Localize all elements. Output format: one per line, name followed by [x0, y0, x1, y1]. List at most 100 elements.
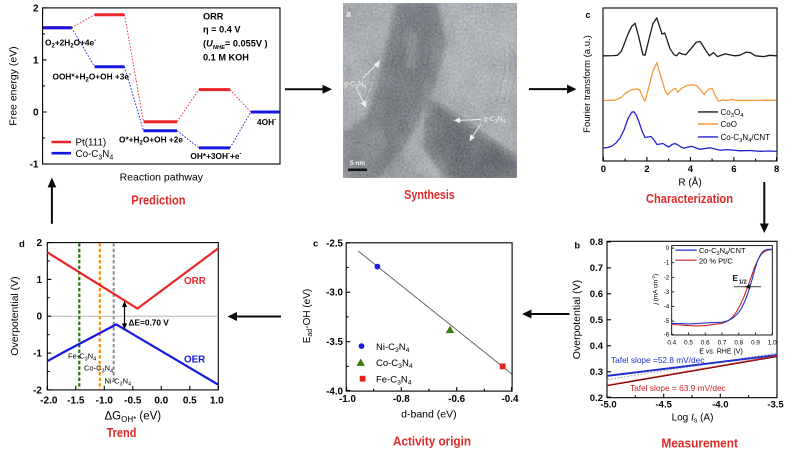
- svg-text:-0.4: -0.4: [502, 394, 519, 405]
- svg-text:Pt(111): Pt(111): [76, 138, 107, 149]
- svg-text:Tafel slope = 63.9 mV/dec: Tafel slope = 63.9 mV/dec: [630, 383, 726, 393]
- svg-text:-2: -2: [33, 385, 42, 396]
- svg-text:-1.0: -1.0: [339, 394, 356, 405]
- svg-text:Fourier transform (a.u.): Fourier transform (a.u.): [582, 35, 593, 133]
- svg-text:ΔE=0.70 V: ΔE=0.70 V: [129, 318, 170, 328]
- svg-text:Ni-C3N4: Ni-C3N4: [376, 342, 410, 354]
- svg-text:-6: -6: [664, 332, 670, 339]
- svg-text:0.0: 0.0: [154, 395, 168, 406]
- svg-text:0.4: 0.4: [590, 341, 604, 352]
- svg-text:O2+2H2O+4e-: O2+2H2O+4e-: [45, 37, 96, 49]
- svg-text:Free energy (eV): Free energy (eV): [8, 46, 20, 125]
- svg-text:Measurement: Measurement: [661, 436, 738, 450]
- svg-text:Tafel slope =52.8 mV/dec: Tafel slope =52.8 mV/dec: [611, 355, 704, 365]
- svg-text:4OH-: 4OH-: [257, 117, 276, 127]
- svg-text:a: a: [346, 9, 352, 19]
- svg-text:6: 6: [731, 164, 736, 175]
- svg-text:Log Is (A): Log Is (A): [672, 413, 714, 425]
- svg-text:0.2: 0.2: [590, 393, 603, 404]
- svg-text:0: 0: [666, 245, 670, 252]
- svg-text:4: 4: [688, 164, 694, 175]
- svg-text:1.0: 1.0: [210, 395, 224, 406]
- svg-text:-3: -3: [664, 289, 670, 296]
- svg-text:Ni-C3N4: Ni-C3N4: [105, 377, 132, 388]
- svg-text:g-C3N4: g-C3N4: [344, 81, 366, 90]
- svg-text:d: d: [19, 239, 25, 250]
- svg-text:1: 1: [33, 55, 39, 66]
- svg-text:-0.6: -0.6: [448, 394, 465, 405]
- svg-text:η = 0.4 V: η = 0.4 V: [203, 25, 241, 35]
- svg-text:CoO: CoO: [721, 120, 737, 129]
- svg-text:Activity origin: Activity origin: [393, 435, 471, 449]
- svg-text:0.8: 0.8: [734, 340, 743, 347]
- svg-text:Ead-OH (eV): Ead-OH (eV): [302, 289, 314, 343]
- svg-text:b: b: [575, 241, 581, 251]
- svg-text:0.5: 0.5: [183, 395, 197, 406]
- svg-text:ORR: ORR: [184, 276, 206, 287]
- svg-text:Fe-C3N4: Fe-C3N4: [376, 375, 412, 387]
- svg-text:c: c: [586, 10, 591, 20]
- svg-text:-0.5: -0.5: [124, 395, 142, 406]
- svg-text:-1: -1: [664, 260, 670, 267]
- svg-text:0.7: 0.7: [590, 263, 603, 274]
- svg-text:d-band (eV): d-band (eV): [401, 409, 456, 421]
- svg-text:O*+H2O+OH +2e: O*+H2O+OH +2e: [119, 135, 183, 147]
- svg-text:-0.8: -0.8: [393, 394, 410, 405]
- svg-text:-3.5: -3.5: [767, 400, 784, 411]
- svg-text:1/2: 1/2: [739, 280, 747, 286]
- svg-text:c: c: [313, 238, 318, 249]
- svg-text:0.5: 0.5: [590, 315, 604, 326]
- svg-text:1: 1: [36, 275, 42, 286]
- svg-text:-5: -5: [664, 318, 670, 325]
- svg-text:Overpotential (V): Overpotential (V): [9, 276, 21, 355]
- svg-text:2: 2: [36, 238, 42, 249]
- svg-text:Co-C3N4: Co-C3N4: [376, 358, 413, 370]
- svg-text:E vs. RHE (V): E vs. RHE (V): [699, 349, 743, 356]
- svg-text:ORR: ORR: [203, 12, 224, 22]
- svg-text:0.1 M KOH: 0.1 M KOH: [203, 52, 249, 62]
- svg-text:-1.0: -1.0: [96, 395, 114, 406]
- svg-text:5 nm: 5 nm: [350, 160, 365, 167]
- svg-text:-5.0: -5.0: [600, 400, 616, 411]
- svg-text:-3.0: -3.0: [326, 288, 343, 299]
- svg-text:Trend: Trend: [107, 426, 137, 440]
- svg-text:0.9: 0.9: [751, 340, 760, 347]
- svg-text:Characterization: Characterization: [646, 192, 733, 206]
- svg-text:0.7: 0.7: [718, 340, 727, 347]
- svg-text:Reaction pathway: Reaction pathway: [120, 172, 204, 184]
- svg-text:1.0: 1.0: [768, 340, 777, 347]
- svg-text:-2: -2: [664, 274, 670, 281]
- svg-text:OOH*+H2O+OH +3e-: OOH*+H2O+OH +3e-: [53, 72, 131, 84]
- svg-text:-4: -4: [664, 304, 670, 311]
- svg-text:-4.0: -4.0: [712, 400, 728, 411]
- svg-text:Overpotential (V): Overpotential (V): [571, 280, 583, 359]
- svg-text:E: E: [733, 274, 739, 283]
- svg-text:2: 2: [33, 3, 39, 14]
- svg-text:0.8: 0.8: [590, 237, 603, 248]
- svg-text:0: 0: [601, 164, 606, 175]
- svg-text:-2.0: -2.0: [40, 395, 58, 406]
- svg-text:8: 8: [774, 164, 779, 175]
- svg-text:-4.0: -4.0: [326, 387, 343, 398]
- svg-text:2: 2: [644, 164, 649, 175]
- svg-text:0.5: 0.5: [684, 340, 693, 347]
- svg-text:OH*+3OH-+e-: OH*+3OH-+e-: [190, 151, 241, 161]
- svg-text:ΔGOH* (eV): ΔGOH* (eV): [104, 411, 161, 425]
- svg-text:Co-C3N4/CNT: Co-C3N4/CNT: [699, 246, 746, 257]
- svg-text:-2.5: -2.5: [326, 238, 343, 249]
- svg-text:0.6: 0.6: [590, 289, 603, 300]
- svg-text:0: 0: [36, 312, 42, 323]
- svg-text:g-C3N4: g-C3N4: [484, 116, 506, 125]
- svg-text:0.3: 0.3: [590, 367, 603, 378]
- svg-text:j (mA cm-2): j (mA cm-2): [651, 274, 660, 306]
- svg-text:0.6: 0.6: [701, 340, 710, 347]
- svg-text:Synthesis: Synthesis: [404, 188, 455, 202]
- svg-text:Fe-C3N4: Fe-C3N4: [68, 352, 96, 363]
- svg-text:R (Å): R (Å): [678, 176, 701, 189]
- svg-text:0.4: 0.4: [667, 340, 676, 347]
- svg-text:-1: -1: [33, 349, 42, 360]
- svg-text:-4.5: -4.5: [656, 400, 673, 411]
- svg-text:Co-C3N4/CNT: Co-C3N4/CNT: [721, 133, 771, 144]
- svg-text:-1.5: -1.5: [67, 395, 85, 406]
- svg-text:-3.5: -3.5: [326, 337, 343, 348]
